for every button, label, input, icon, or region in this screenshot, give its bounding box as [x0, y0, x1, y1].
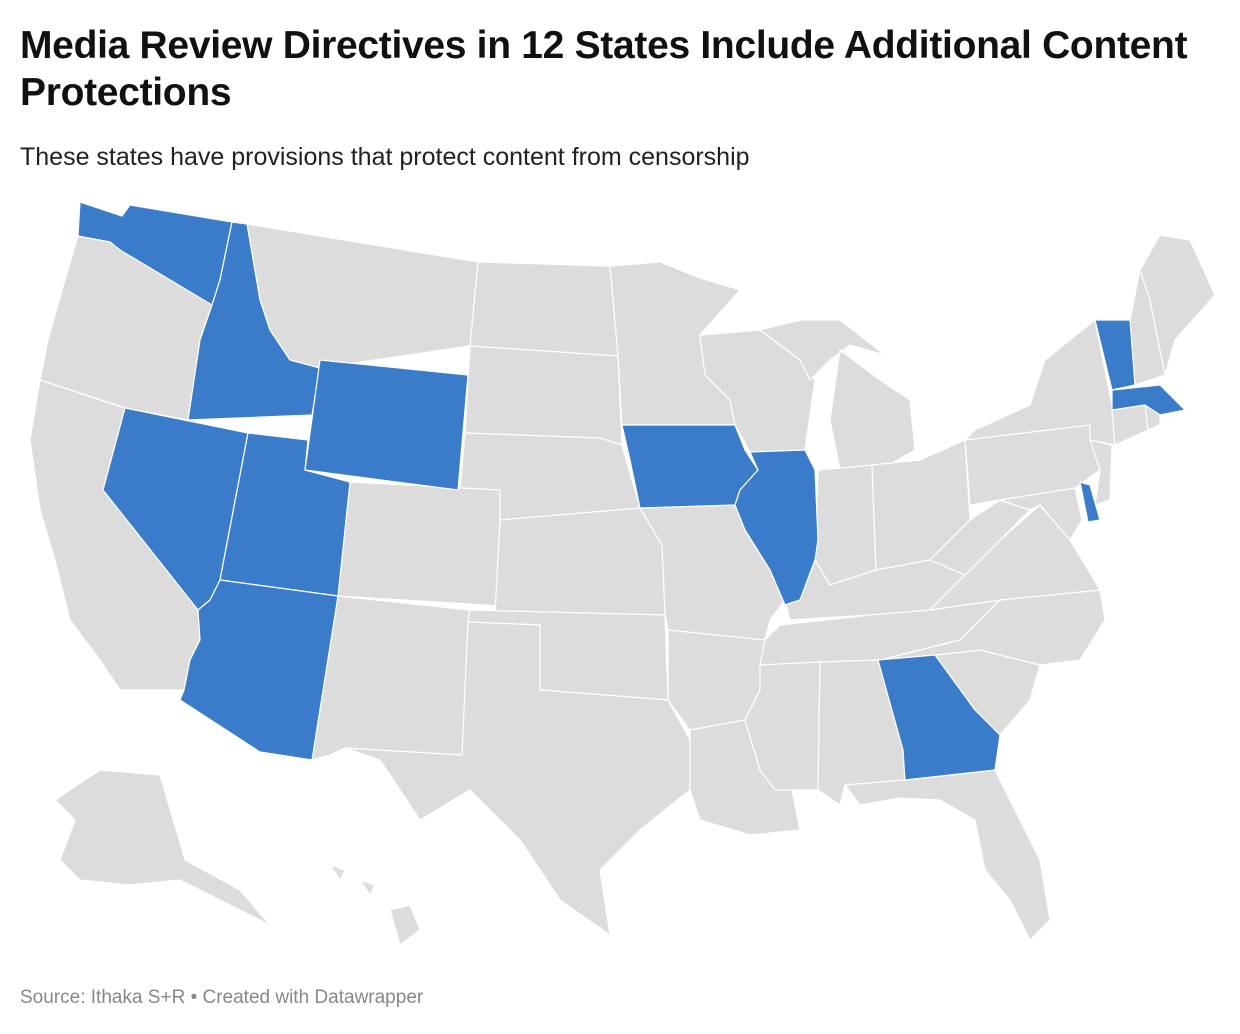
- state-north-dakota: [469, 261, 619, 357]
- state-arizona: [179, 579, 339, 761]
- state-colorado: [337, 481, 501, 607]
- us-map: [29, 201, 1216, 946]
- state-vermont: [1094, 319, 1136, 391]
- state-georgia: [877, 654, 1001, 781]
- state-maine: [1139, 234, 1216, 376]
- chart-subtitle: These states have provisions that protec…: [20, 143, 750, 171]
- state-wyoming: [304, 359, 469, 491]
- state-connecticut: [1111, 404, 1149, 446]
- state-new-mexico: [311, 595, 471, 761]
- state-illinois: [734, 449, 819, 606]
- state-alaska: [54, 769, 271, 926]
- state-hawaii: [329, 864, 421, 946]
- state-texas: [344, 621, 691, 936]
- source-note: Source: Ithaka S+R • Created with Datawr…: [20, 987, 424, 1008]
- state-florida: [844, 769, 1051, 941]
- state-indiana: [814, 464, 877, 586]
- state-kansas: [494, 507, 666, 616]
- chart-title: Media Review Directives in 12 States Inc…: [20, 24, 1188, 114]
- state-michigan: [759, 319, 916, 471]
- state-new-york: [964, 319, 1116, 446]
- state-south-dakota: [464, 345, 623, 446]
- state-delaware: [1079, 481, 1101, 523]
- state-massachusetts: [1111, 384, 1186, 416]
